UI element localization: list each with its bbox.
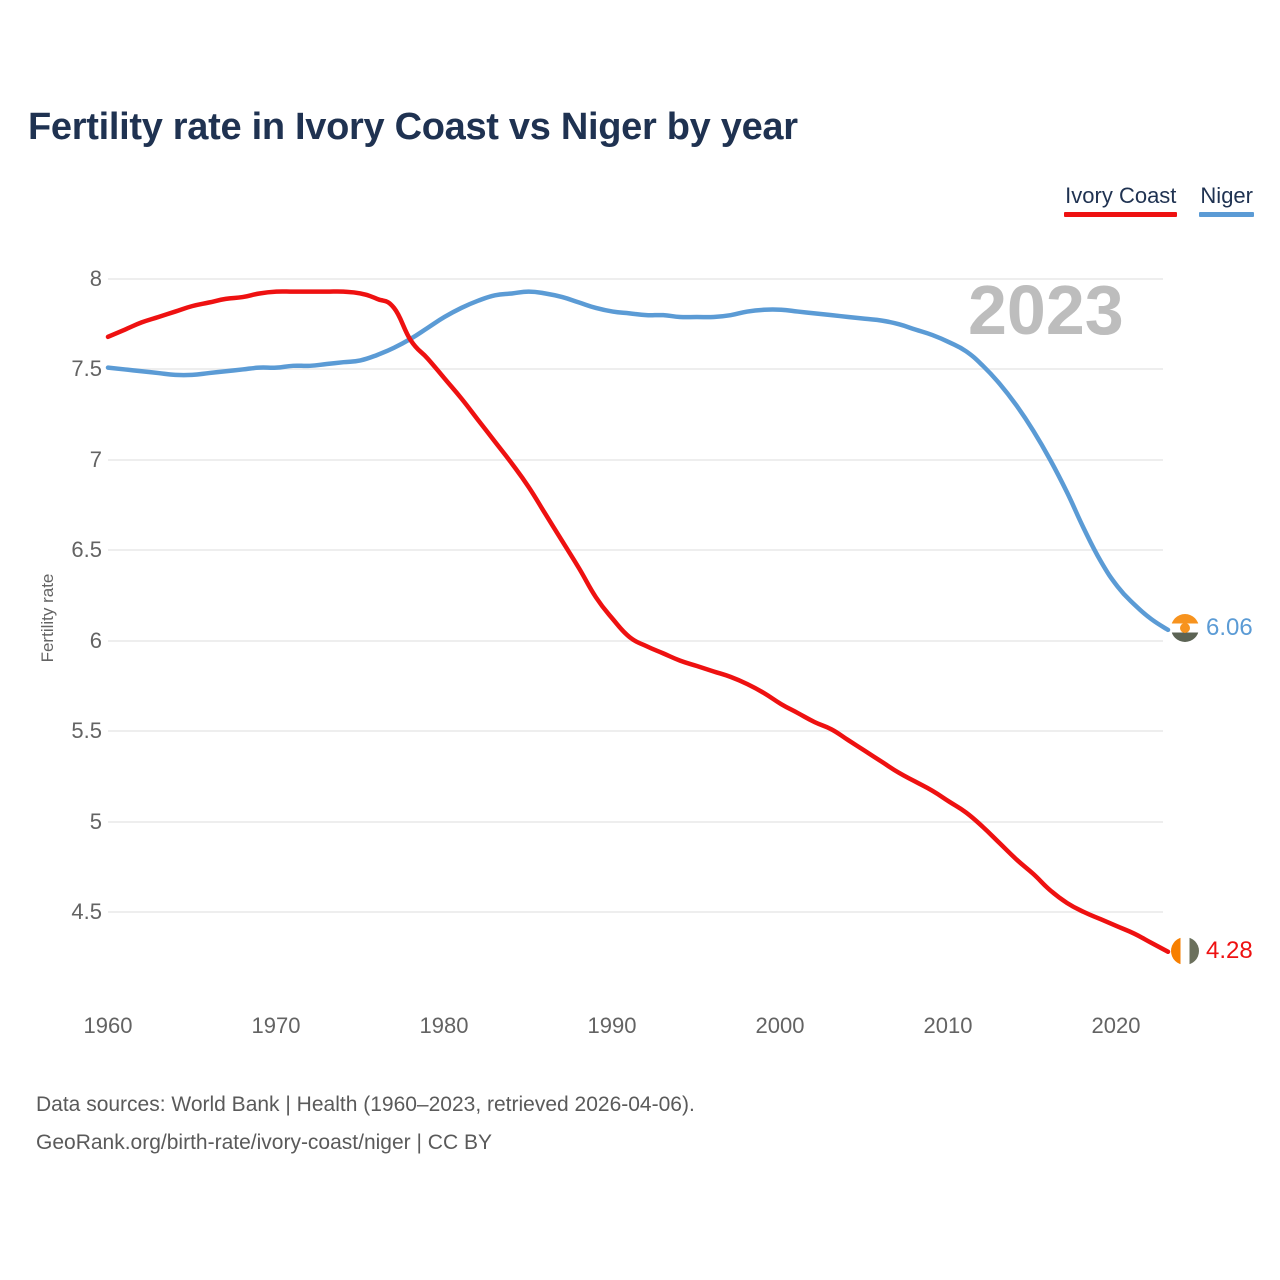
y-tick-5: 5: [89, 809, 102, 834]
page-title: Fertility rate in Ivory Coast vs Niger b…: [28, 106, 798, 148]
y-tick-7.5: 7.5: [71, 356, 102, 381]
x-tick-1960: 1960: [83, 1013, 133, 1038]
line-series-niger: [105, 289, 1171, 633]
gridlines: [108, 278, 1163, 913]
x-tick-1970: 1970: [251, 1013, 301, 1038]
legend-item-ivory-coast[interactable]: Ivory Coast: [1064, 183, 1178, 217]
chart-legend: Ivory Coast Niger: [1064, 183, 1254, 217]
y-tick-6.5: 6.5: [71, 537, 102, 562]
legend-item-niger[interactable]: Niger: [1199, 183, 1254, 217]
legend-swatch-niger: [1199, 212, 1254, 217]
y-tick-6: 6: [89, 628, 102, 653]
y-tick-8: 8: [89, 266, 102, 291]
y-tick-7: 7: [89, 447, 102, 472]
x-tick-1990: 1990: [587, 1013, 637, 1038]
ivory-coast-end-marker[interactable]: [1171, 937, 1199, 965]
y-tick-5.5: 5.5: [71, 718, 102, 743]
legend-swatch-ivory-coast: [1064, 212, 1178, 217]
x-tick-2000: 2000: [755, 1013, 805, 1038]
niger-end-marker[interactable]: [1171, 614, 1199, 642]
niger-end-value: 6.06: [1206, 614, 1253, 641]
x-tick-2020: 2020: [1091, 1013, 1141, 1038]
legend-label-ivory-coast: Ivory Coast: [1065, 183, 1177, 208]
footer-attribution[interactable]: GeoRank.org/birth-rate/ivory-coast/niger…: [36, 1131, 492, 1154]
legend-label-niger: Niger: [1200, 183, 1253, 208]
ivory-coast-end-value: 4.28: [1206, 937, 1253, 964]
chart-footer: Data sources: World Bank | Health (1960–…: [36, 1086, 695, 1162]
y-tick-4.5: 4.5: [71, 899, 102, 924]
line-series-ivory-coast: [105, 289, 1171, 955]
niger-flag-dot: [1180, 623, 1190, 633]
footer-data-sources: Data sources: World Bank | Health (1960–…: [36, 1093, 695, 1116]
x-tick-1980: 1980: [419, 1013, 469, 1038]
year-watermark: 2023: [968, 271, 1124, 349]
x-tick-2010: 2010: [923, 1013, 973, 1038]
